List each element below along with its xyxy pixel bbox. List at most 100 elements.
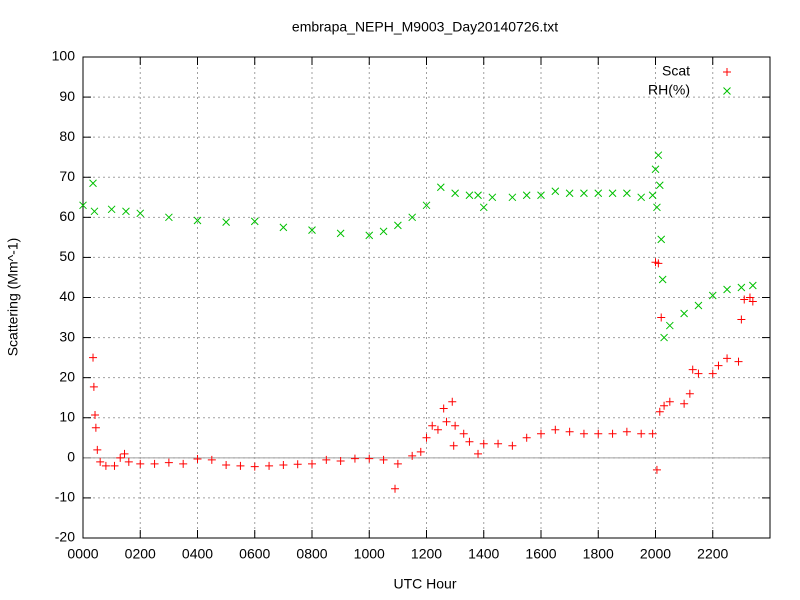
point (448, 397, 457, 406)
y-tick-label: 100 (52, 48, 76, 64)
point (265, 461, 274, 470)
point (89, 382, 98, 391)
point (737, 283, 746, 292)
plot-frame (82, 56, 771, 539)
point (694, 369, 703, 378)
point (379, 455, 388, 464)
x-tick-label: 0000 (67, 546, 98, 562)
point (116, 453, 125, 462)
x-tick-label: 1800 (583, 546, 614, 562)
point (652, 465, 661, 474)
point (680, 399, 689, 408)
point (436, 183, 445, 192)
point (479, 439, 488, 448)
point (379, 227, 388, 236)
y-tick-label: 10 (59, 408, 75, 424)
point (279, 223, 288, 232)
point (207, 455, 216, 464)
x-tick-label: 0400 (182, 546, 213, 562)
y-tick-label: 30 (59, 328, 75, 344)
point (637, 429, 646, 438)
point (433, 425, 442, 434)
point (279, 461, 288, 470)
point (488, 193, 497, 202)
point (654, 259, 663, 268)
point (164, 458, 173, 467)
point (688, 365, 697, 374)
point (179, 459, 188, 468)
x-tick-label: 2200 (697, 546, 728, 562)
point (165, 213, 173, 222)
x-tick-label: 0600 (239, 546, 270, 562)
point (537, 429, 545, 438)
point (101, 461, 110, 470)
point (250, 217, 259, 226)
point (714, 361, 723, 370)
x-axis-label: UTC Hour (393, 576, 456, 592)
point (580, 189, 588, 198)
point (110, 461, 119, 470)
point (657, 235, 666, 244)
point (350, 454, 359, 463)
y-tick-label: -10 (55, 489, 75, 505)
point (308, 226, 316, 235)
point (522, 433, 531, 442)
point (451, 189, 459, 198)
point (551, 187, 560, 196)
point (579, 429, 588, 438)
point (654, 151, 663, 160)
point (658, 275, 667, 284)
point (193, 455, 202, 464)
point (293, 460, 302, 469)
point (408, 451, 417, 460)
y-axis-label: Scattering (Mm^-1) (5, 238, 21, 357)
legend-marker (723, 68, 731, 76)
point (653, 203, 661, 212)
point (107, 205, 116, 214)
point (336, 229, 345, 238)
point (748, 297, 757, 306)
point (474, 191, 482, 200)
point (465, 191, 474, 200)
point (136, 209, 145, 218)
point (537, 191, 545, 200)
point (393, 459, 402, 468)
y-tick-label: 20 (59, 368, 75, 384)
point (451, 421, 460, 430)
point (651, 165, 660, 174)
point (657, 313, 666, 322)
point (250, 462, 259, 471)
point (680, 309, 688, 318)
point (508, 193, 517, 202)
point (623, 189, 631, 198)
point (89, 179, 97, 188)
point (90, 207, 99, 216)
x-tick-label: 2000 (640, 546, 671, 562)
point (665, 321, 674, 330)
point (449, 441, 458, 450)
point (608, 189, 617, 198)
legend-label: RH(%) (648, 82, 690, 98)
point (740, 295, 749, 304)
point (439, 404, 448, 413)
point (365, 454, 374, 463)
point (565, 427, 574, 436)
point (622, 427, 631, 436)
point (508, 441, 517, 450)
point (428, 421, 437, 430)
point (748, 281, 757, 290)
y-tick-label: 40 (59, 288, 75, 304)
point (660, 333, 668, 342)
y-tick-label: -20 (55, 529, 75, 545)
point (565, 189, 574, 198)
point (608, 429, 617, 438)
point (336, 457, 345, 466)
point (222, 461, 231, 470)
y-tick-label: 70 (59, 168, 75, 184)
point (322, 455, 331, 464)
chart-title: embrapa_NEPH_M9003_Day20140726.txt (292, 19, 558, 35)
point (479, 203, 488, 212)
point (665, 397, 674, 406)
point (685, 389, 694, 398)
